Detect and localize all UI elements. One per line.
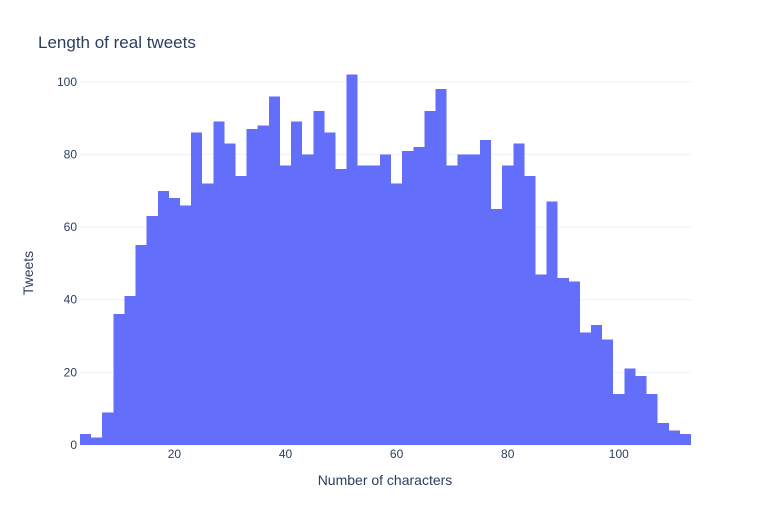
histogram-bar <box>679 434 691 445</box>
histogram-bar <box>602 339 614 445</box>
histogram-bar <box>624 368 636 445</box>
histogram-bar <box>235 176 247 445</box>
histogram-bar <box>80 434 92 445</box>
histogram-bar <box>557 277 569 445</box>
x-tick-label: 20 <box>168 447 182 461</box>
y-tick-label: 0 <box>70 438 77 452</box>
histogram-bar <box>279 165 292 445</box>
x-axis-ticks: 20 40 60 80 100 <box>168 447 629 461</box>
histogram-bar <box>635 375 647 445</box>
histogram-bar <box>291 121 303 445</box>
histogram-bar <box>91 437 103 445</box>
histogram-bar <box>435 89 447 445</box>
histogram-bars <box>80 74 691 446</box>
histogram-bar <box>224 143 236 446</box>
histogram-bar <box>213 121 225 445</box>
histogram-bar <box>591 325 603 445</box>
histogram-bar <box>168 198 180 445</box>
histogram-bar <box>568 281 580 445</box>
x-tick-label: 60 <box>390 447 404 461</box>
histogram-bar <box>513 143 525 446</box>
x-tick-label: 100 <box>609 447 629 461</box>
chart-title: Length of real tweets <box>38 33 196 52</box>
histogram-bar <box>446 165 458 445</box>
x-tick-label: 80 <box>501 447 515 461</box>
y-tick-label: 60 <box>64 220 78 234</box>
histogram-bar <box>402 150 414 445</box>
histogram-bar <box>346 74 358 445</box>
histogram-bar <box>302 154 314 445</box>
histogram-bar <box>646 394 658 445</box>
histogram-bar <box>502 165 514 445</box>
histogram-bar <box>246 129 258 445</box>
histogram-bar <box>413 147 425 446</box>
x-axis-title: Number of characters <box>318 472 453 488</box>
histogram-bar <box>468 154 480 445</box>
histogram-bar <box>313 110 325 445</box>
histogram-bar <box>613 394 625 445</box>
y-tick-label: 80 <box>64 147 78 161</box>
histogram-bar <box>335 168 347 445</box>
y-tick-label: 100 <box>57 75 77 89</box>
histogram-bar <box>379 154 392 445</box>
histogram-bar <box>479 139 492 446</box>
histogram-bar <box>324 132 336 445</box>
histogram-bar <box>391 183 403 445</box>
histogram-bar <box>424 110 436 445</box>
histogram-bar <box>179 205 192 445</box>
y-axis-title: Tweets <box>20 251 36 295</box>
y-tick-label: 20 <box>64 365 78 379</box>
histogram-bar <box>146 216 158 445</box>
histogram-bar <box>157 190 169 445</box>
histogram-bar <box>579 332 592 445</box>
histogram-bar <box>546 201 558 445</box>
histogram-bar <box>202 183 214 445</box>
histogram-bar <box>135 245 147 445</box>
x-tick-label: 40 <box>279 447 293 461</box>
histogram-bar <box>113 314 125 445</box>
histogram-bar <box>657 423 669 445</box>
y-tick-label: 40 <box>64 293 78 307</box>
histogram-bar <box>191 132 203 445</box>
histogram-bar <box>124 296 136 445</box>
histogram-bar <box>268 96 280 446</box>
histogram-bar <box>368 165 380 445</box>
histogram-bar <box>668 430 680 445</box>
y-axis-ticks: 0 20 40 60 80 100 <box>57 75 77 452</box>
histogram-bar <box>491 208 503 445</box>
histogram-bar <box>524 176 536 445</box>
histogram-bar <box>535 274 547 445</box>
histogram-bar <box>457 154 469 445</box>
histogram-bar <box>102 412 114 445</box>
histogram-bar <box>257 125 269 446</box>
histogram-bar <box>357 165 369 445</box>
